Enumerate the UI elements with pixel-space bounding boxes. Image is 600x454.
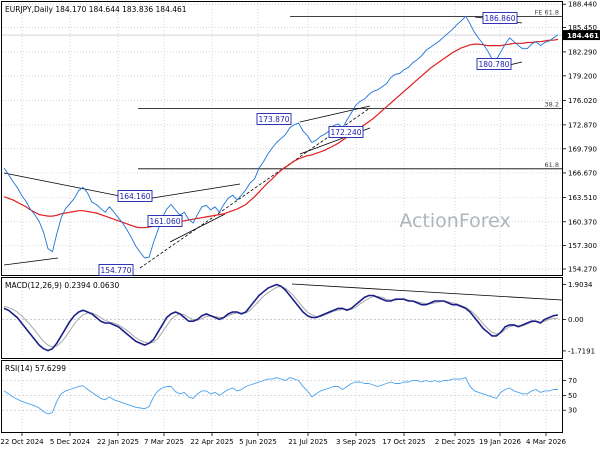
trendline xyxy=(139,107,371,269)
fib-level-label: 61.8 xyxy=(545,161,559,169)
x-tick-label: 17 Oct 2025 xyxy=(382,438,425,446)
ema-line xyxy=(3,38,559,229)
rsi-panel-title: RSI(14) 57.6299 xyxy=(5,364,66,373)
macd-panel-title: MACD(12,26,9) 0.2394 0.0630 xyxy=(5,281,119,290)
trendline xyxy=(139,183,241,201)
y-tick-label: 50 xyxy=(568,392,577,400)
price-annotation-label: 154.770 xyxy=(100,266,131,275)
x-tick-label: 22 Apr 2025 xyxy=(190,438,233,446)
price-panel-frame xyxy=(1,1,563,276)
y-tick-label: 30 xyxy=(568,407,577,415)
y-tick-label: 154.270 xyxy=(568,266,597,274)
x-tick-label: 4 Mar 2026 xyxy=(526,438,566,446)
price-annotation-box xyxy=(147,215,183,227)
x-tick-label: 5 Dec 2024 xyxy=(50,438,91,446)
price-line xyxy=(3,15,559,259)
y-tick-label: 172.870 xyxy=(568,121,597,129)
x-tick-label: 22 Jan 2025 xyxy=(97,438,139,446)
x-tick-label: 3 Sep 2025 xyxy=(336,438,376,446)
rsi-line xyxy=(3,377,558,415)
price-annotation-label: 164.160 xyxy=(119,192,150,201)
y-tick-label: 70 xyxy=(568,377,577,385)
price-annotation-label: 161.060 xyxy=(149,217,180,226)
watermark: ActionForex xyxy=(399,210,510,232)
price-annotation-label: 186.860 xyxy=(484,14,515,23)
price-panel-title: EURJPY,Daily 184.170 184.644 183.836 184… xyxy=(5,5,187,14)
x-tick-label: 21 Jul 2025 xyxy=(288,438,328,446)
fib-level-label: 38.2 xyxy=(545,100,559,108)
y-tick-label: 163.510 xyxy=(568,194,597,202)
y-tick-label: 188.440 xyxy=(568,1,597,9)
trendline xyxy=(299,105,371,123)
last-price-label: 184.461 xyxy=(567,32,599,40)
x-tick-label: 5 Jun 2025 xyxy=(239,438,277,446)
price-annotation-box xyxy=(328,126,364,138)
y-tick-label: 176.020 xyxy=(568,97,597,105)
rsi-panel-frame xyxy=(1,360,563,433)
y-tick-label: 179.200 xyxy=(568,72,597,80)
price-annotation-box xyxy=(482,12,518,24)
macd-panel-frame xyxy=(1,277,563,359)
y-tick-label: 0.00 xyxy=(568,316,584,324)
trendline xyxy=(3,257,59,266)
x-tick-label: 7 Mar 2025 xyxy=(144,438,184,446)
price-annotation-box xyxy=(476,58,512,70)
fib-level-label: FE 61.8 xyxy=(535,8,559,16)
y-tick-label: 157.300 xyxy=(568,242,597,250)
price-annotation-box xyxy=(117,190,153,202)
y-tick-label: 1.9034 xyxy=(568,281,593,289)
y-tick-label: 169.790 xyxy=(568,145,597,153)
price-annotation-label: 173.870 xyxy=(258,115,289,124)
last-price-tag xyxy=(563,30,600,41)
y-tick-label: -1.7191 xyxy=(568,347,595,355)
y-tick-label: 160.370 xyxy=(568,218,597,226)
trendline xyxy=(291,283,563,301)
price-annotation-box xyxy=(98,264,134,276)
x-tick-label: 22 Oct 2024 xyxy=(0,438,44,446)
trendline xyxy=(3,172,141,201)
macd-line xyxy=(3,283,559,352)
y-tick-label: 166.670 xyxy=(568,169,597,177)
price-annotation-box xyxy=(256,113,292,125)
price-annotation-label: 180.780 xyxy=(478,60,509,69)
x-tick-label: 19 Jan 2026 xyxy=(479,438,522,446)
y-tick-label: 185.450 xyxy=(568,24,597,32)
y-tick-label: 182.290 xyxy=(568,48,597,56)
price-annotation-label: 172.240 xyxy=(330,128,361,137)
x-tick-label: 2 Dec 2025 xyxy=(435,438,475,446)
